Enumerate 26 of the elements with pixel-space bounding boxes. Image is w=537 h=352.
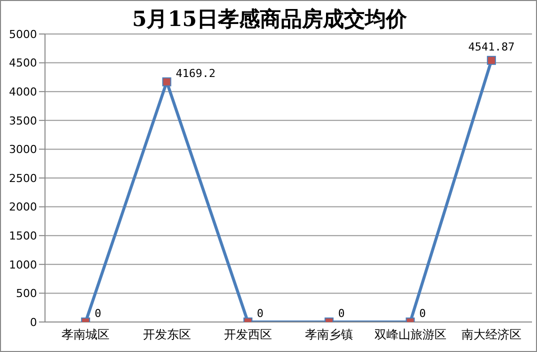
- y-tick-label: 3000: [9, 143, 37, 156]
- y-tick-label: 5000: [9, 28, 37, 41]
- y-tick-label: 4000: [9, 86, 37, 99]
- point: [486, 56, 496, 65]
- data-label: 0: [338, 307, 345, 320]
- x-tick-label: 开发西区: [224, 328, 272, 342]
- x-tick-label: 孝南城区: [62, 328, 110, 342]
- y-tick-label: 2000: [9, 200, 37, 214]
- x-tick-label: 开发东区: [142, 328, 191, 342]
- y-tick-label: 2500: [9, 172, 37, 185]
- y-tick-label: 4500: [9, 56, 37, 70]
- data-label: 0: [256, 307, 264, 320]
- chart-title: 5月15日孝感商品房成交均价: [132, 6, 407, 31]
- data-label: 0: [419, 307, 426, 320]
- x-tick-label: 孝南乡镇: [305, 328, 354, 342]
- y-tick-label: 1500: [9, 230, 37, 243]
- y-tick-label: 0: [30, 316, 37, 329]
- y-tick-label: 500: [16, 287, 37, 300]
- y-tick-label: 3500: [9, 114, 37, 128]
- data-label: 4541.87: [468, 40, 515, 54]
- y-tick-label: 1000: [9, 258, 37, 272]
- x-tick-label: 南大经济区: [461, 328, 522, 342]
- x-tick-label: 双峰山旅游区: [374, 328, 446, 342]
- data-label: 4169.2: [176, 66, 216, 80]
- data-label: 0: [94, 307, 102, 320]
- point: [162, 77, 172, 86]
